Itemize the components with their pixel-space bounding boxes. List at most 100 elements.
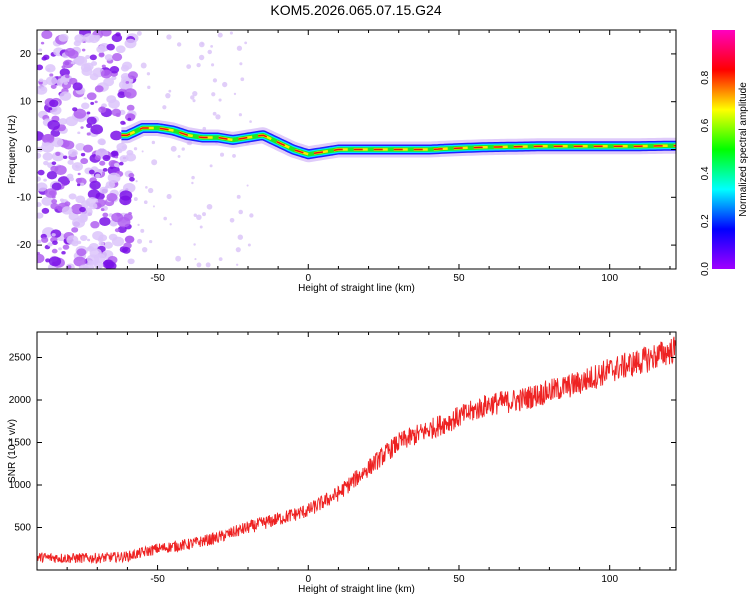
noise-blob xyxy=(41,56,47,61)
noise-blob xyxy=(41,207,50,214)
noise-blob xyxy=(114,182,118,186)
noise-blob xyxy=(101,64,106,68)
noise-blob xyxy=(102,212,109,218)
noise-blob xyxy=(85,54,91,59)
noise-blob xyxy=(97,237,104,243)
noise-speck xyxy=(205,262,211,268)
noise-blob xyxy=(94,253,106,263)
noise-speck xyxy=(229,217,235,223)
noise-speck xyxy=(236,194,241,199)
noise-blob xyxy=(76,248,87,257)
noise-speck xyxy=(191,175,195,180)
noise-blob xyxy=(41,237,49,243)
noise-blob xyxy=(74,55,88,66)
noise-blob xyxy=(49,105,62,115)
noise-speck xyxy=(137,223,140,227)
noise-blob xyxy=(83,97,87,100)
noise-speck xyxy=(193,243,196,246)
noise-speck xyxy=(211,92,216,97)
noise-blob xyxy=(67,159,74,165)
noise-speck xyxy=(215,114,221,120)
noise-blob xyxy=(63,81,68,85)
noise-blob xyxy=(87,260,94,266)
noise-blob xyxy=(103,77,115,87)
noise-blob xyxy=(111,33,123,43)
noise-blob xyxy=(93,261,104,269)
snr-ylabel: SNR (10 * v/v) xyxy=(7,419,18,483)
spectrogram-ytick-label: 20 xyxy=(20,49,32,60)
noise-speck xyxy=(222,81,228,88)
noise-blob xyxy=(37,64,44,71)
noise-blob xyxy=(42,152,53,161)
spectrogram-xlabel: Height of straight line (km) xyxy=(298,283,415,294)
noise-speck xyxy=(152,205,155,208)
noise-blob xyxy=(67,149,78,158)
noise-blob xyxy=(51,182,62,191)
noise-blob xyxy=(104,54,113,61)
noise-speck xyxy=(229,31,233,35)
noise-blob xyxy=(82,144,94,153)
noise-blob xyxy=(90,220,100,229)
noise-blob xyxy=(75,143,86,151)
noise-blob xyxy=(40,87,46,92)
noise-blob xyxy=(72,107,78,112)
colorbar-tick-label: 0.0 xyxy=(700,262,711,276)
colorbar-tick-label: 0.8 xyxy=(700,70,711,84)
noise-speck xyxy=(212,111,217,116)
noise-blob xyxy=(51,199,58,204)
noise-blob xyxy=(99,216,111,226)
snr-ytick-label: 500 xyxy=(14,523,31,534)
noise-blob xyxy=(46,171,58,180)
noise-blob xyxy=(75,177,82,183)
noise-blob xyxy=(37,182,48,192)
noise-speck xyxy=(133,147,138,151)
noise-speck xyxy=(163,216,167,221)
noise-speck xyxy=(149,239,153,244)
noise-blob xyxy=(58,33,69,42)
noise-speck xyxy=(162,105,167,110)
noise-blob xyxy=(62,59,74,69)
snr-ytick-label: 2500 xyxy=(9,353,32,364)
noise-speck xyxy=(145,186,148,189)
noise-speck xyxy=(201,42,204,45)
spectrogram-plot xyxy=(37,30,676,269)
noise-blob xyxy=(110,223,114,226)
noise-speck xyxy=(136,30,142,36)
noise-blob xyxy=(100,208,105,212)
colorbar-tick-label: 0.2 xyxy=(700,214,711,228)
noise-blob xyxy=(99,160,106,166)
noise-blob xyxy=(90,124,104,135)
noise-blob xyxy=(79,235,88,241)
noise-blob xyxy=(37,152,42,159)
noise-blob xyxy=(61,250,66,255)
noise-blob xyxy=(43,160,49,166)
noise-blob xyxy=(78,264,89,269)
noise-speck xyxy=(177,154,181,158)
noise-speck xyxy=(244,41,248,45)
noise-blob xyxy=(68,193,77,200)
noise-blob xyxy=(117,225,127,234)
noise-blob xyxy=(95,173,101,179)
noise-blob xyxy=(94,37,100,42)
noise-blob xyxy=(63,155,68,159)
noise-blob xyxy=(44,188,57,198)
noise-speck xyxy=(206,203,213,210)
noise-blob xyxy=(58,247,62,251)
noise-speck xyxy=(247,243,251,247)
noise-blob xyxy=(124,38,137,49)
noise-blob xyxy=(41,30,53,40)
spectrogram-xtick-label: 50 xyxy=(453,273,465,284)
noise-blob xyxy=(94,100,98,104)
noise-blob xyxy=(102,167,108,172)
noise-blob xyxy=(75,165,80,169)
noise-speck xyxy=(238,113,242,117)
noise-blob xyxy=(74,34,86,43)
noise-speck xyxy=(151,140,156,145)
noise-blob xyxy=(124,235,135,244)
noise-speck xyxy=(220,152,225,157)
colorbar-tick-label: 0.6 xyxy=(700,118,711,132)
colorbar-label: Normalized spectral amplitude xyxy=(738,82,749,217)
noise-blob xyxy=(86,111,91,115)
noise-blob xyxy=(49,73,54,77)
